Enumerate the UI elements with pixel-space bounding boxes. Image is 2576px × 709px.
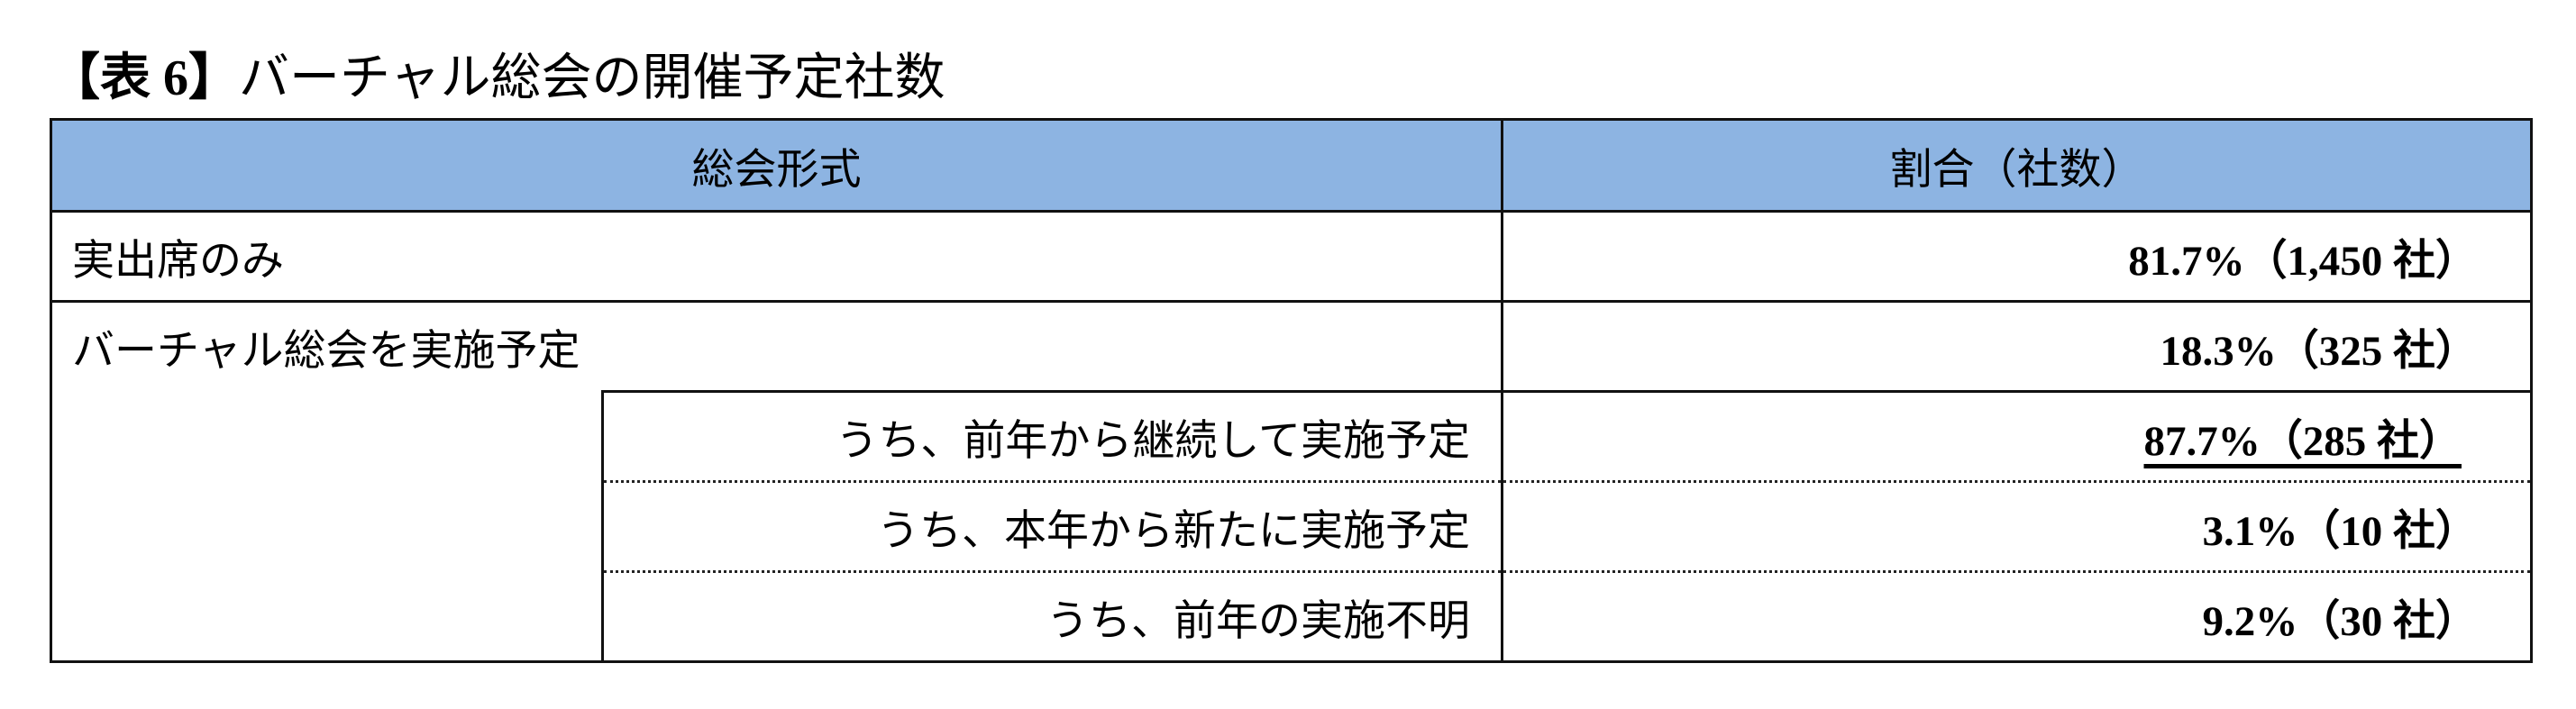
row-label: 実出席のみ bbox=[50, 210, 1503, 303]
subrow-value-text: 87.7%（285 社） bbox=[2143, 418, 2462, 465]
row-value: 81.7%（1,450 社） bbox=[1501, 210, 2533, 303]
table-title-text: バーチャル総会の開催予定社数 bbox=[239, 50, 945, 106]
subrow-label: うち、前年の実施不明 bbox=[601, 570, 1503, 663]
table-row: バーチャル総会を実施予定 18.3%（325 社） bbox=[50, 300, 2533, 393]
table-subrow: うち、本年から新たに実施予定 3.1%（10 社） bbox=[51, 480, 2533, 573]
header-ratio: 割合（社数） bbox=[1501, 118, 2533, 213]
merged-empty-cell bbox=[50, 391, 604, 663]
subrow-value: 9.2%（30 社） bbox=[1501, 570, 2533, 663]
subrow-label: うち、本年から新たに実施予定 bbox=[601, 480, 1503, 573]
subrow-value: 3.1%（10 社） bbox=[1501, 480, 2533, 573]
table-title: 【表 6】バーチャル総会の開催予定社数 bbox=[50, 47, 945, 110]
subrow-value: 87.7%（285 社） bbox=[1501, 390, 2533, 483]
table-subrow: うち、前年から継続して実施予定 87.7%（285 社） bbox=[50, 390, 2533, 663]
header-format: 総会形式 bbox=[50, 118, 1503, 213]
data-table: 総会形式 割合（社数） 実出席のみ 81.7%（1,450 社） バーチャル総会… bbox=[50, 118, 2533, 663]
row-label: バーチャル総会を実施予定 bbox=[50, 300, 1503, 392]
header-row: 総会形式 割合（社数） bbox=[50, 118, 2533, 213]
table-number: 【表 6】 bbox=[50, 50, 239, 106]
subrow-label: うち、前年から継続して実施予定 bbox=[601, 390, 1503, 483]
table-row: 実出席のみ 81.7%（1,450 社） bbox=[50, 210, 2533, 303]
table-subrow: うち、前年の実施不明 9.2%（30 社） bbox=[51, 570, 2533, 663]
row-value: 18.3%（325 社） bbox=[1501, 300, 2533, 393]
